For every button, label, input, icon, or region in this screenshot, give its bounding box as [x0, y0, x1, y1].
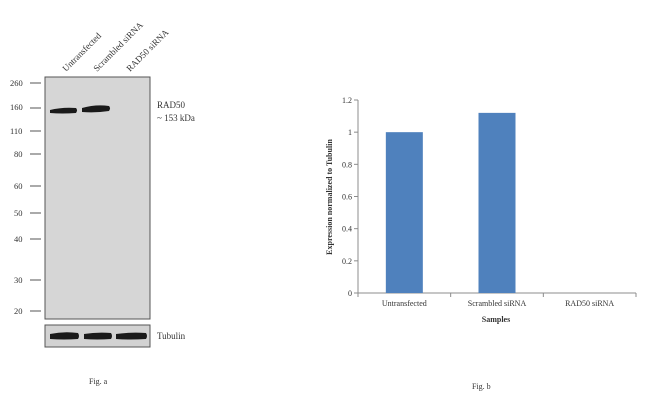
mw-marker-50: 50	[14, 208, 23, 218]
x-tick-label: Scrambled siRNA	[468, 299, 527, 308]
mw-marker-110: 110	[10, 126, 22, 136]
mw-marker-20: 20	[14, 306, 23, 316]
y-tick-label: 0	[348, 289, 352, 298]
bar	[478, 112, 516, 293]
rad50-band-untransfected	[50, 107, 77, 114]
x-axis-title: Samples	[482, 315, 510, 324]
y-tick-label: 0.8	[342, 160, 352, 169]
mw-marker-260: 260	[10, 78, 23, 88]
figure-a-caption: Fig. a	[89, 377, 108, 386]
mw-marker-160: 160	[10, 102, 23, 112]
mw-marker-ladder: 260 160 110 80 60 50 40 30 20	[10, 78, 41, 316]
tubulin-band-untransfected	[50, 332, 79, 340]
band-label-size: ~ 153 kDa	[157, 113, 195, 123]
tubulin-band-scrambled	[84, 332, 112, 340]
mw-marker-80: 80	[14, 149, 23, 159]
y-tick-label: 0.6	[342, 193, 352, 202]
rad50-band-scrambled	[82, 105, 110, 113]
figure-b-caption: Fig. b	[472, 382, 491, 391]
y-tick-label: 0.4	[342, 225, 352, 234]
y-tick-label: 1.2	[342, 96, 352, 105]
mw-marker-30: 30	[14, 275, 23, 285]
band-label-rad50: RAD50	[157, 100, 186, 110]
tubulin-band-rad50-sirna	[116, 332, 147, 340]
y-axis-title: Expression normalized to Tubulin	[325, 139, 334, 255]
x-tick-label: RAD50 siRNA	[565, 299, 614, 308]
mw-marker-40: 40	[14, 234, 23, 244]
loading-control-label: Tubulin	[157, 331, 186, 341]
y-tick-label: 1	[348, 128, 352, 137]
y-tick-label: 0.2	[342, 257, 352, 266]
mw-marker-60: 60	[14, 181, 23, 191]
bar	[385, 132, 423, 293]
x-tick-label: Untransfected	[382, 299, 427, 308]
blot-panel	[44, 76, 151, 320]
